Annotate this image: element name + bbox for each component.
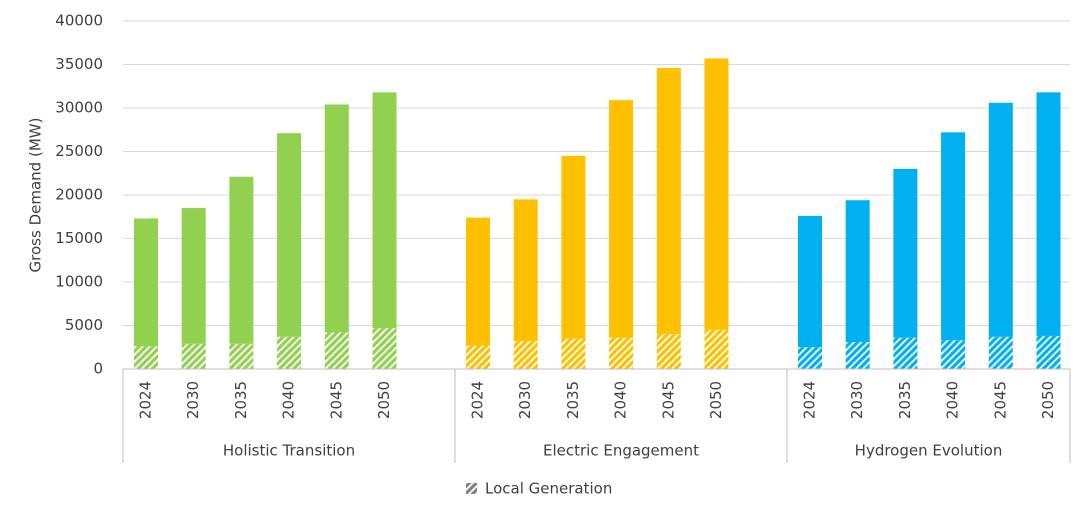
x-tick-label: 2035 (232, 381, 250, 419)
demand-bar (704, 58, 729, 330)
legend-label: Local Generation (485, 480, 612, 498)
x-tick-label: 2024 (137, 381, 155, 419)
x-tick-label: 2050 (1039, 381, 1057, 419)
demand-bar (181, 208, 206, 344)
local-generation-bar (466, 345, 490, 369)
x-tick-label: 2040 (280, 381, 298, 419)
demand-bar (561, 155, 586, 339)
group-label: Electric Engagement (543, 442, 699, 460)
local-generation-bar (229, 343, 254, 369)
y-tick-label: 15000 (55, 229, 103, 247)
demand-bar (988, 102, 1013, 337)
demand-bar (656, 67, 681, 335)
demand-bar (277, 133, 302, 337)
local-generation-bar (609, 337, 634, 369)
demand-bar (845, 200, 870, 343)
y-tick-label: 10000 (55, 273, 103, 291)
y-tick-label: 30000 (55, 99, 103, 117)
x-tick-label: 2030 (184, 381, 202, 419)
demand-bar (324, 104, 349, 333)
x-tick-label: 2035 (564, 381, 582, 419)
demand-bar (513, 199, 538, 342)
y-tick-label: 0 (93, 360, 103, 378)
x-tick-label: 2040 (612, 381, 630, 419)
demand-bar (372, 92, 397, 329)
group-label: Holistic Transition (223, 442, 355, 460)
local-generation-bar (988, 336, 1013, 369)
local-generation-bar (277, 336, 302, 369)
y-tick-label: 35000 (55, 55, 103, 73)
demand-bar (893, 168, 918, 338)
local-generation-bar (941, 340, 966, 369)
demand-bar (466, 217, 490, 346)
demand-bar (798, 215, 822, 348)
local-generation-bar (845, 342, 870, 369)
local-generation-bar (1036, 335, 1061, 369)
local-generation-bar (798, 347, 822, 369)
demand-bar (134, 218, 158, 347)
x-tick-label: 2045 (991, 381, 1009, 419)
local-generation-bar (561, 338, 586, 369)
local-generation-bar (513, 341, 538, 369)
local-generation-bar (372, 328, 397, 369)
local-generation-bar (656, 334, 681, 369)
x-tick-label: 2024 (801, 381, 819, 419)
x-tick-label: 2030 (848, 381, 866, 419)
y-axis-label: Gross Demand (MW) (27, 118, 45, 273)
legend-swatch (466, 483, 477, 494)
local-generation-bar (324, 332, 349, 369)
group-label: Hydrogen Evolution (855, 442, 1003, 460)
demand-bar (229, 176, 254, 344)
x-tick-label: 2030 (516, 381, 534, 419)
y-tick-label: 20000 (55, 186, 103, 204)
demand-bar (609, 100, 634, 338)
y-tick-label: 25000 (55, 142, 103, 160)
x-tick-label: 2040 (944, 381, 962, 419)
demand-bar (941, 132, 966, 341)
x-tick-label: 2050 (375, 381, 393, 419)
local-generation-bar (134, 346, 158, 369)
y-tick-label: 40000 (55, 12, 103, 30)
local-generation-bar (704, 329, 729, 369)
demand-bar (1036, 92, 1061, 336)
x-tick-label: 2050 (707, 381, 725, 419)
x-tick-label: 2045 (327, 381, 345, 419)
y-tick-label: 5000 (65, 316, 103, 334)
local-generation-bar (181, 343, 206, 369)
x-tick-label: 2045 (659, 381, 677, 419)
x-tick-label: 2024 (469, 381, 487, 419)
x-tick-label: 2035 (896, 381, 914, 419)
local-generation-bar (893, 337, 918, 369)
